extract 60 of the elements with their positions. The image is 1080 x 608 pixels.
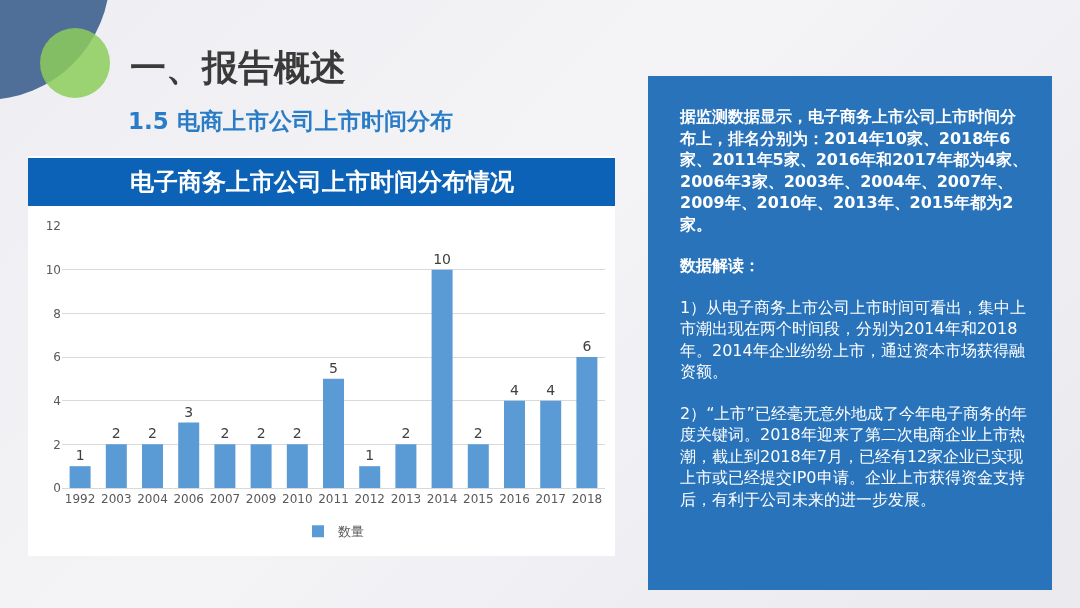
y-tick-label: 12 xyxy=(45,219,61,234)
data-label: 1 xyxy=(75,447,85,464)
bar xyxy=(431,269,453,488)
x-tick-label: 2003 xyxy=(101,492,132,507)
data-label: 2 xyxy=(401,425,411,442)
data-label: 2 xyxy=(148,425,157,442)
bar xyxy=(178,422,200,488)
bar xyxy=(69,466,91,488)
data-label: 5 xyxy=(329,359,338,376)
data-label: 3 xyxy=(184,403,194,420)
bar xyxy=(142,444,163,488)
x-tick-label: 2017 xyxy=(535,492,566,507)
x-tick-label: 2006 xyxy=(173,492,204,507)
bar xyxy=(359,466,381,488)
x-tick-label: 2012 xyxy=(354,492,385,507)
chart-title: 电子商务上市公司上市时间分布情况 xyxy=(28,158,615,206)
text: 一、报告概述 xyxy=(130,46,346,90)
x-tick-label: 2007 xyxy=(209,492,241,507)
data-label: 2 xyxy=(220,425,230,442)
chart-subtitle: 1.5 电商上市公司上市时间分布 xyxy=(128,107,453,136)
x-tick-label: 2014 xyxy=(426,492,458,507)
bar xyxy=(286,444,308,488)
x-tick-label: 1992 xyxy=(64,492,96,507)
bar xyxy=(467,444,489,488)
bar xyxy=(250,444,272,488)
bar xyxy=(214,444,236,488)
bar xyxy=(504,400,525,488)
y-tick-label: 0 xyxy=(53,481,61,496)
bar xyxy=(323,378,344,488)
x-tick-label: 2016 xyxy=(499,492,530,507)
text: 数据解读： xyxy=(680,255,761,277)
text: 1）从电子商务上市公司上市时间可看出，集中上市潮出现在两个时间段，分别为2014年和2018年。2014年企业纷纷上市，通过资本市场获得融资额。 xyxy=(680,296,1028,383)
y-tick-label: 2 xyxy=(53,437,61,452)
x-tick-label: 2009 xyxy=(245,492,277,507)
data-label: 10 xyxy=(433,250,452,267)
data-label: 2 xyxy=(111,425,121,442)
y-tick-label: 6 xyxy=(53,350,61,365)
x-tick-label: 2013 xyxy=(390,492,422,507)
x-tick-label: 2018 xyxy=(571,492,603,507)
y-tick-label: 4 xyxy=(53,393,61,408)
data-label: 4 xyxy=(546,381,556,398)
x-tick-label: 2011 xyxy=(318,492,349,507)
bar xyxy=(576,357,598,488)
data-label: 2 xyxy=(292,425,302,442)
x-tick-label: 2004 xyxy=(137,492,168,507)
legend-label: 数量 xyxy=(338,524,364,540)
data-label: 4 xyxy=(510,381,519,398)
bar xyxy=(105,444,127,488)
y-tick-label: 8 xyxy=(53,306,61,321)
x-tick-label: 2010 xyxy=(282,492,313,507)
data-label: 1 xyxy=(365,447,375,464)
bar xyxy=(540,400,562,488)
y-tick-label: 10 xyxy=(45,262,61,277)
data-label: 2 xyxy=(473,425,483,442)
bar xyxy=(395,444,417,488)
data-label: 2 xyxy=(256,425,266,442)
text: 据监测数据显示，电子商务上市公司上市时间分布上，排名分别为：2014年10家、2018年6家、2011年5家、2016年和2017年都为4家、2006年3家、2003年、2004年、2007年、2009年、2010年、2013年、2015年都为2家。 xyxy=(680,106,1028,235)
data-label: 6 xyxy=(582,338,592,354)
text: 2）“上市”已经毫无意外地成了今年电子商务的年度关键词。2018年迎来了第二次电商企业上市热潮，截止到2018年7月，已经有12家企业已实现上市或已经提交IP0申请。企业上市获得资金支持后，有利于公司未来的进一步发展。 xyxy=(680,402,1028,510)
x-tick-label: 2015 xyxy=(463,492,494,507)
